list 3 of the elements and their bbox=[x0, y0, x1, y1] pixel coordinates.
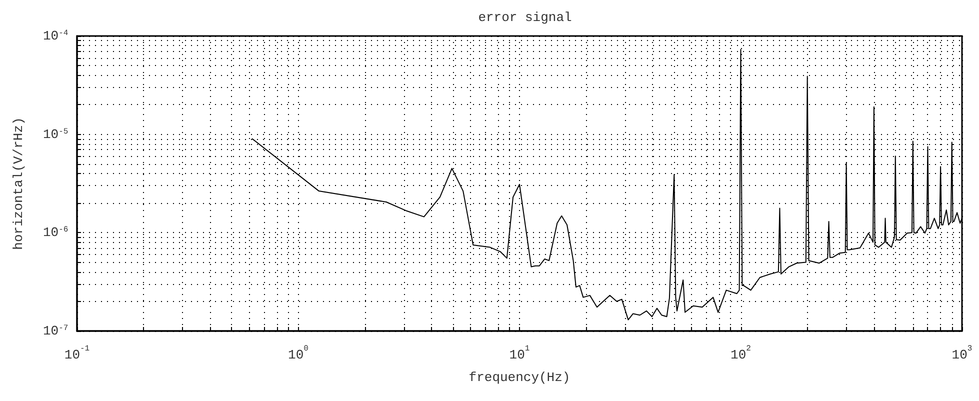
y-axis-title: horizontal(V/rHz) bbox=[11, 117, 26, 250]
x-axis-title: frequency(Hz) bbox=[468, 370, 570, 385]
chart-title: error signal bbox=[478, 10, 572, 25]
